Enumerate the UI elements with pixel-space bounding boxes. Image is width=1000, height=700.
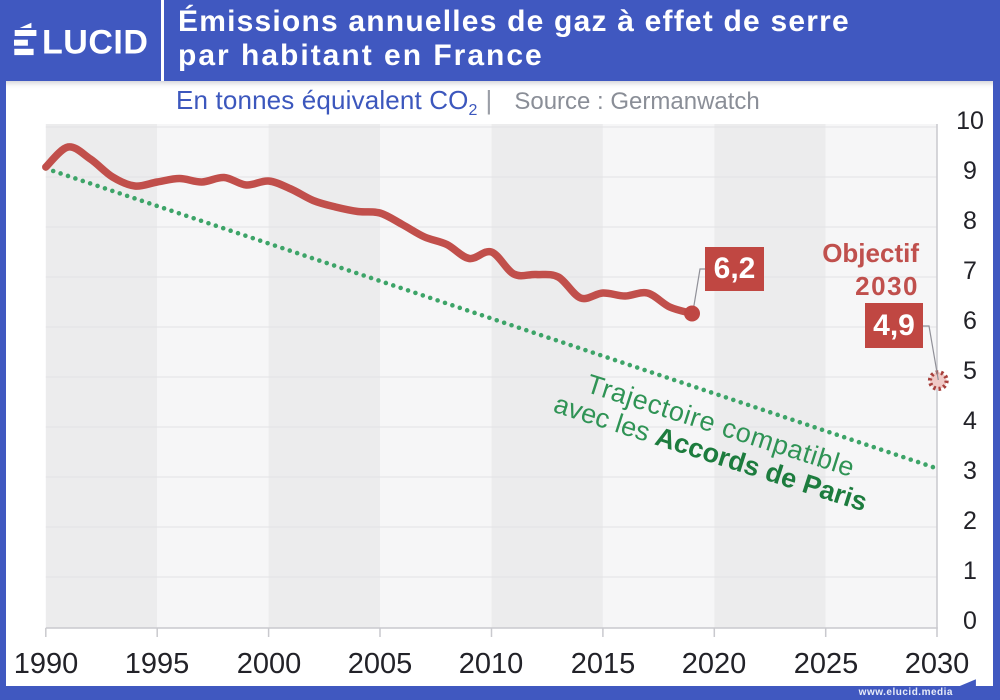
svg-text:LUCID: LUCID: [42, 24, 148, 62]
